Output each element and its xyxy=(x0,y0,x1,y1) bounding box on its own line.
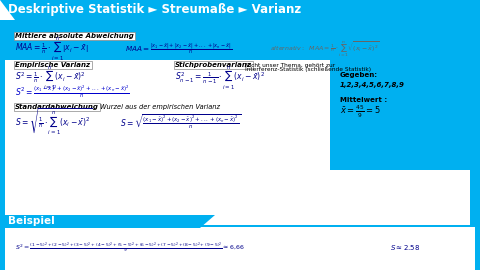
Text: Nicht unser Thema, gehört zur: Nicht unser Thema, gehört zur xyxy=(245,62,335,68)
Text: $S_{n-1}^2=\frac{1}{n-1}\cdot\sum_{i=1}^{n}\left(x_i-\bar{x}\right)^2$: $S_{n-1}^2=\frac{1}{n-1}\cdot\sum_{i=1}^… xyxy=(175,64,265,92)
Text: Deskriptive Statistik ► Streumaße ► Varianz: Deskriptive Statistik ► Streumaße ► Vari… xyxy=(8,4,301,16)
Text: $MAA=\frac{\left|x_1-\bar{x}\right|+\left|x_2-\bar{x}\right|+...+\left|x_n-\bar{: $MAA=\frac{\left|x_1-\bar{x}\right|+\lef… xyxy=(125,42,232,56)
Text: Beispiel: Beispiel xyxy=(8,216,55,226)
Text: Standardabweichung: Standardabweichung xyxy=(15,104,99,110)
Polygon shape xyxy=(0,0,15,20)
Polygon shape xyxy=(0,0,480,20)
Text: Interferenz-Statistik (schließende Statistik): Interferenz-Statistik (schließende Stati… xyxy=(245,68,371,73)
Text: $S^2=\frac{\left(x_1-\bar{x}\right)^2+\left(x_2-\bar{x}\right)^2+...+\left(x_n-\: $S^2=\frac{\left(x_1-\bar{x}\right)^2+\l… xyxy=(15,84,130,100)
Polygon shape xyxy=(5,227,475,270)
Text: $\bar{x}=\frac{45}{9}=5$: $\bar{x}=\frac{45}{9}=5$ xyxy=(340,104,381,120)
Polygon shape xyxy=(5,60,470,245)
Text: $S=\sqrt{\frac{\left(x_1-\bar{x}\right)^2+\left(x_2-\bar{x}\right)^2+...+\left(x: $S=\sqrt{\frac{\left(x_1-\bar{x}\right)^… xyxy=(120,113,241,131)
Text: Wurzel aus der empirischen Varianz: Wurzel aus der empirischen Varianz xyxy=(100,104,220,110)
Polygon shape xyxy=(0,215,200,228)
Text: Stichprobenvarianz: Stichprobenvarianz xyxy=(175,62,252,68)
Text: $alternativ:\ \ MAA=\frac{1}{n}\cdot\sum_{i=1}^{n}\sqrt{\left(x_i-\bar{x}\right): $alternativ:\ \ MAA=\frac{1}{n}\cdot\sum… xyxy=(270,39,380,59)
Text: 1,2,3,4,5,6,7,8,9: 1,2,3,4,5,6,7,8,9 xyxy=(340,82,405,88)
Text: Empirische Varianz: Empirische Varianz xyxy=(15,62,90,68)
Text: Mittelwert :: Mittelwert : xyxy=(340,97,387,103)
Text: $S^2=\frac{(1-5)^2+(2-5)^2+(3-5)^2+(4-5)^2+(5-5)^2+(6-5)^2+(7-5)^2+(8-5)^2+(9-5): $S^2=\frac{(1-5)^2+(2-5)^2+(3-5)^2+(4-5)… xyxy=(15,241,245,255)
Polygon shape xyxy=(330,60,478,170)
Text: $S=\sqrt{\frac{1}{n}\cdot\sum_{i=1}^{n}\left(x_i-\bar{x}\right)^2}$: $S=\sqrt{\frac{1}{n}\cdot\sum_{i=1}^{n}\… xyxy=(15,106,92,137)
Text: $S\approx 2.58$: $S\approx 2.58$ xyxy=(390,244,420,252)
Text: Gegeben:: Gegeben: xyxy=(340,72,378,78)
Polygon shape xyxy=(0,225,480,270)
Text: $MAA=\frac{1}{n}\cdot\sum_{i=1}^{n}\left|x_i-\bar{x}\right|$: $MAA=\frac{1}{n}\cdot\sum_{i=1}^{n}\left… xyxy=(15,35,88,63)
Text: $S^2=\frac{1}{n}\cdot\sum_{i=1}^{n}\left(x_i-\bar{x}\right)^2$: $S^2=\frac{1}{n}\cdot\sum_{i=1}^{n}\left… xyxy=(15,64,86,92)
Polygon shape xyxy=(200,215,215,228)
Text: Mittlere absolute Abweichung: Mittlere absolute Abweichung xyxy=(15,33,134,39)
